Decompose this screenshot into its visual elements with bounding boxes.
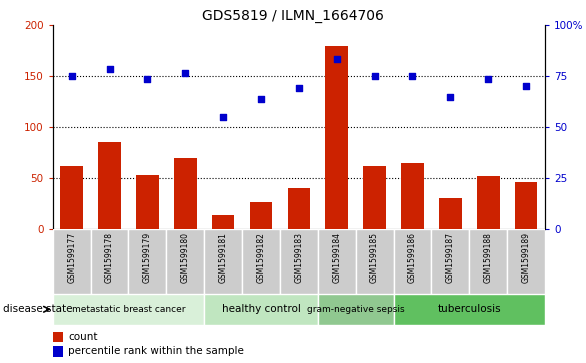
- Bar: [242, 229, 280, 294]
- Text: GSM1599182: GSM1599182: [257, 232, 265, 283]
- Bar: [325, 46, 348, 229]
- Text: GSM1599178: GSM1599178: [105, 232, 114, 283]
- Bar: [288, 188, 310, 229]
- Text: GSM1599184: GSM1599184: [332, 232, 341, 283]
- Bar: [204, 294, 318, 325]
- Bar: [515, 182, 537, 229]
- Bar: [431, 229, 469, 294]
- Bar: [53, 346, 63, 357]
- Text: GSM1599189: GSM1599189: [522, 232, 530, 283]
- Bar: [401, 163, 424, 229]
- Point: [408, 73, 417, 79]
- Text: GSM1599177: GSM1599177: [67, 232, 76, 283]
- Bar: [166, 229, 204, 294]
- Bar: [53, 229, 91, 294]
- Point: [105, 66, 114, 72]
- Text: GSM1599180: GSM1599180: [180, 232, 190, 283]
- Bar: [469, 229, 507, 294]
- Bar: [439, 198, 462, 229]
- Point: [256, 96, 265, 102]
- Text: healthy control: healthy control: [222, 305, 301, 314]
- Text: GSM1599179: GSM1599179: [143, 232, 152, 283]
- Point: [370, 73, 379, 79]
- Point: [445, 94, 455, 99]
- Text: metastatic breast cancer: metastatic breast cancer: [71, 305, 185, 314]
- Point: [294, 86, 304, 91]
- Bar: [128, 229, 166, 294]
- Bar: [394, 294, 545, 325]
- Point: [483, 76, 493, 82]
- Bar: [394, 229, 431, 294]
- Text: GSM1599187: GSM1599187: [446, 232, 455, 283]
- Bar: [204, 229, 242, 294]
- Bar: [477, 176, 499, 229]
- Text: count: count: [69, 332, 98, 342]
- Bar: [53, 294, 204, 325]
- Bar: [212, 216, 234, 229]
- Bar: [250, 202, 272, 229]
- Text: GSM1599181: GSM1599181: [219, 232, 227, 283]
- Point: [143, 76, 152, 82]
- Text: GSM1599188: GSM1599188: [483, 232, 493, 283]
- Text: percentile rank within the sample: percentile rank within the sample: [69, 346, 244, 356]
- Text: GSM1599185: GSM1599185: [370, 232, 379, 283]
- Bar: [174, 158, 197, 229]
- Bar: [318, 229, 356, 294]
- Bar: [356, 229, 394, 294]
- Bar: [53, 332, 63, 342]
- Point: [522, 83, 531, 89]
- Text: gram-negative sepsis: gram-negative sepsis: [307, 305, 404, 314]
- Text: GSM1599183: GSM1599183: [294, 232, 304, 283]
- Bar: [363, 166, 386, 229]
- Bar: [60, 166, 83, 229]
- Bar: [507, 229, 545, 294]
- Point: [67, 73, 76, 79]
- Bar: [280, 229, 318, 294]
- Bar: [91, 229, 128, 294]
- Text: disease state: disease state: [3, 304, 73, 314]
- Point: [219, 114, 228, 120]
- Text: GSM1599186: GSM1599186: [408, 232, 417, 283]
- Text: GDS5819 / ILMN_1664706: GDS5819 / ILMN_1664706: [202, 9, 384, 23]
- Bar: [318, 294, 394, 325]
- Point: [332, 56, 342, 62]
- Bar: [136, 175, 159, 229]
- Bar: [98, 142, 121, 229]
- Text: tuberculosis: tuberculosis: [437, 305, 501, 314]
- Point: [180, 70, 190, 76]
